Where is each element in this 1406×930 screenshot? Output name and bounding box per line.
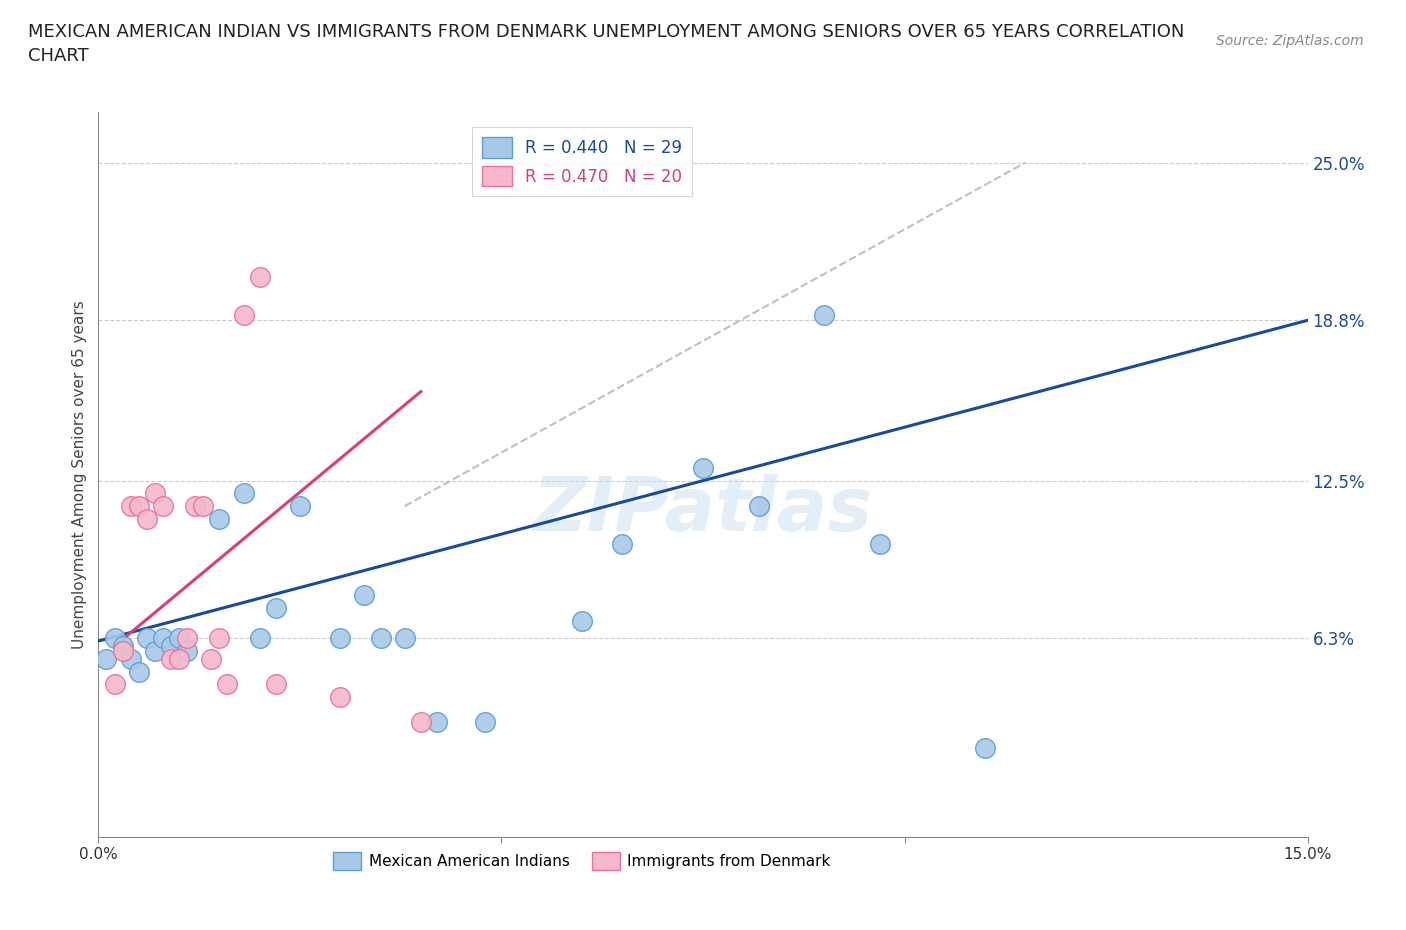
Point [571,613,593,628]
Point [128,664,150,679]
Point [135,631,157,646]
Point [974,740,997,755]
Point [193,498,215,513]
Point [813,308,835,323]
Point [152,498,174,513]
Point [96,651,118,666]
Point [232,486,254,501]
Point [288,498,311,513]
Point [748,498,770,513]
Point [111,639,134,654]
Point [143,486,166,501]
Text: MEXICAN AMERICAN INDIAN VS IMMIGRANTS FROM DENMARK UNEMPLOYMENT AMONG SENIORS OV: MEXICAN AMERICAN INDIAN VS IMMIGRANTS FR… [28,23,1184,65]
Point [869,537,891,551]
Point [249,270,271,285]
Point [176,631,198,646]
Point [426,715,449,730]
Point [409,715,432,730]
Point [103,631,125,646]
Text: Source: ZipAtlas.com: Source: ZipAtlas.com [1216,34,1364,48]
Point [135,512,157,526]
Point [232,308,254,323]
Point [120,651,142,666]
Point [200,651,222,666]
Point [152,631,174,646]
Point [692,460,714,475]
Point [160,651,183,666]
Point [264,677,287,692]
Point [160,639,183,654]
Point [184,498,207,513]
Point [111,644,134,658]
Point [394,631,416,646]
Point [474,715,496,730]
Point [329,631,352,646]
Point [120,498,142,513]
Text: ZIPatlas: ZIPatlas [533,474,873,547]
Point [176,644,198,658]
Point [353,588,375,603]
Point [208,512,231,526]
Point [329,689,352,704]
Point [264,601,287,616]
Point [128,498,150,513]
Point [217,677,239,692]
Point [208,631,231,646]
Y-axis label: Unemployment Among Seniors over 65 years: Unemployment Among Seniors over 65 years [72,300,87,649]
Point [249,631,271,646]
Point [612,537,634,551]
Point [370,631,392,646]
Point [103,677,125,692]
Point [167,651,190,666]
Point [167,631,190,646]
Legend: Mexican American Indians, Immigrants from Denmark: Mexican American Indians, Immigrants fro… [328,845,837,876]
Point [143,644,166,658]
